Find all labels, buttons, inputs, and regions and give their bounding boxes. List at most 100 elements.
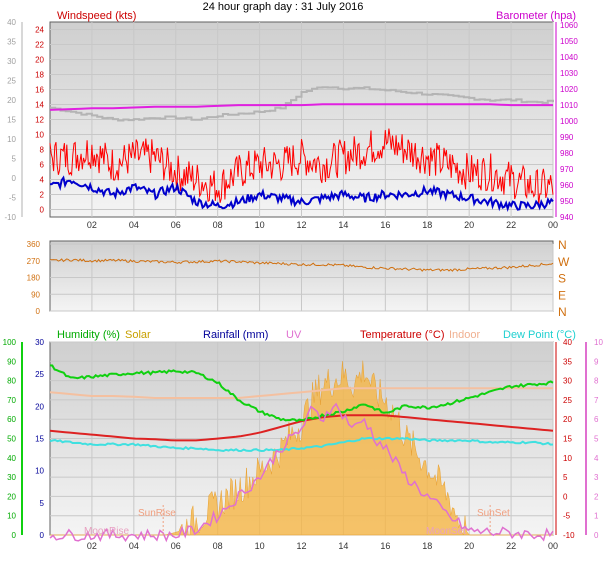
x-tick-label: 16 — [380, 541, 390, 551]
x-tick-label: 08 — [213, 541, 223, 551]
y-tick-humidity: 50 — [7, 435, 16, 444]
y-tick-uv: 6 — [594, 415, 599, 424]
y-tick-windspeed: 16 — [35, 86, 44, 95]
y-tick-grey: 30 — [7, 57, 16, 66]
y-tick-grey: 20 — [7, 96, 16, 105]
temperature-line — [49, 414, 554, 442]
y-tick-windspeed: 8 — [40, 146, 45, 155]
wind-direction-series — [49, 258, 554, 272]
y-tick-uv: 7 — [594, 396, 599, 405]
y-tick-windspeed: 20 — [35, 56, 44, 65]
y-tick-uv: 5 — [594, 435, 599, 444]
y-tick-direction: 270 — [27, 257, 41, 266]
x-tick-label: 16 — [380, 220, 390, 230]
y-tick-direction: 360 — [27, 240, 41, 249]
y-tick-barometer: 950 — [560, 197, 574, 206]
y-tick-rainfall: 0 — [40, 531, 45, 540]
y-tick-temperature: 20 — [563, 415, 572, 424]
x-tick-label: 14 — [338, 541, 348, 551]
x-tick-label: 06 — [171, 220, 181, 230]
y-tick-humidity: 100 — [3, 338, 17, 347]
y-tick-windspeed: 18 — [35, 71, 44, 80]
y-tick-barometer: 1040 — [560, 53, 578, 62]
y-tick-uv: 2 — [594, 492, 599, 501]
x-tick-label: 10 — [255, 220, 265, 230]
y-tick-windspeed: 6 — [40, 161, 45, 170]
humidity-label: Humidity (%) — [57, 329, 120, 341]
y-tick-temperature: 10 — [563, 454, 572, 463]
compass-label: N — [558, 238, 567, 252]
x-tick-label: 18 — [422, 220, 432, 230]
y-tick-uv: 4 — [594, 454, 599, 463]
wind-baro-series — [49, 86, 554, 213]
windspeed-label: Windspeed (kts) — [57, 10, 136, 22]
y-tick-rainfall: 10 — [35, 467, 44, 476]
grey-trace-line — [50, 86, 554, 122]
y-tick-barometer: 970 — [560, 165, 574, 174]
x-tick-label: 20 — [464, 220, 474, 230]
x-tick-label: 12 — [296, 220, 306, 230]
y-tick-grey: 25 — [7, 77, 16, 86]
x-tick-label: 08 — [213, 220, 223, 230]
y-tick-temperature: 5 — [563, 473, 568, 482]
chart-title: 24 hour graph day : 31 July 2016 — [203, 1, 364, 13]
x-tick-label: 00 — [548, 220, 558, 230]
barometer-label: Barometer (hpa) — [496, 10, 576, 22]
y-tick-uv: 10 — [594, 338, 603, 347]
compass-label: N — [558, 305, 567, 319]
y-tick-temperature: -5 — [563, 512, 571, 521]
indoor-label: Indoor — [449, 329, 481, 341]
y-tick-humidity: 0 — [12, 531, 17, 540]
y-tick-humidity: 40 — [7, 454, 16, 463]
y-tick-barometer: 990 — [560, 133, 574, 142]
y-tick-grey: -10 — [4, 213, 16, 222]
temperature-label: Temperature (°C) — [360, 329, 444, 341]
compass-label: E — [558, 288, 566, 302]
x-tick-label: 14 — [338, 220, 348, 230]
y-tick-uv: 0 — [594, 531, 599, 540]
y-tick-uv: 3 — [594, 473, 599, 482]
y-tick-humidity: 60 — [7, 415, 16, 424]
x-tick-label: 22 — [506, 541, 516, 551]
y-tick-windspeed: 0 — [40, 206, 45, 215]
wind-baro-axes: 2422201816141210864204035302520151050-5-… — [4, 18, 578, 230]
x-tick-label: 20 — [464, 541, 474, 551]
y-tick-windspeed: 14 — [35, 101, 44, 110]
y-tick-barometer: 1060 — [560, 21, 578, 30]
y-tick-temperature: 0 — [563, 492, 568, 501]
y-tick-windspeed: 10 — [35, 131, 44, 140]
y-tick-windspeed: 12 — [35, 116, 44, 125]
dewpoint-line — [49, 436, 554, 453]
y-tick-grey: 10 — [7, 135, 16, 144]
humidity-line — [49, 364, 554, 423]
y-tick-barometer: 1020 — [560, 85, 578, 94]
y-tick-humidity: 10 — [7, 512, 16, 521]
moonrise-annotation: MoonRise — [84, 526, 129, 537]
x-tick-label: 22 — [506, 220, 516, 230]
x-tick-label: 12 — [296, 541, 306, 551]
temp-hum-axes: 4035302520151050-5-101009080706050403020… — [3, 338, 604, 551]
y-tick-rainfall: 15 — [35, 435, 44, 444]
y-tick-windspeed: 2 — [40, 191, 45, 200]
y-tick-barometer: 960 — [560, 181, 574, 190]
y-tick-grey: 5 — [12, 155, 17, 164]
uv-label: UV — [286, 329, 302, 341]
y-tick-uv: 9 — [594, 357, 599, 366]
y-tick-grey: 35 — [7, 38, 16, 47]
y-tick-temperature: 15 — [563, 435, 572, 444]
y-tick-uv: 1 — [594, 512, 599, 521]
y-tick-windspeed: 24 — [35, 26, 44, 35]
compass-label: S — [558, 272, 566, 286]
average-wind-line — [49, 175, 554, 213]
wind-direction-line — [49, 258, 554, 272]
moonset-annotation: MoonSet — [426, 526, 466, 537]
rainfall-label: Rainfall (mm) — [203, 329, 268, 341]
y-tick-temperature: -10 — [563, 531, 575, 540]
y-tick-barometer: 1010 — [560, 101, 578, 110]
y-tick-grey: 0 — [12, 174, 17, 183]
y-tick-barometer: 980 — [560, 149, 574, 158]
y-tick-windspeed: 4 — [40, 176, 45, 185]
x-tick-label: 04 — [129, 220, 139, 230]
